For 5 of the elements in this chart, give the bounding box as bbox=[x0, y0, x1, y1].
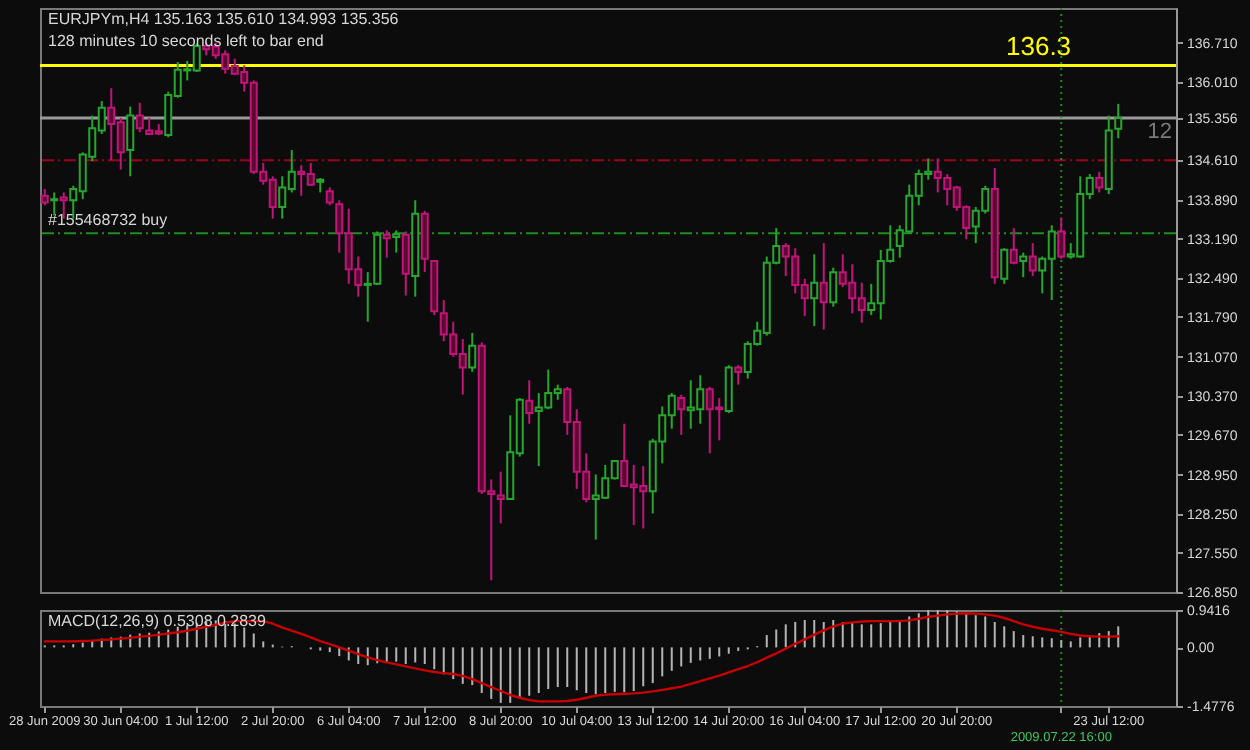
ref-line-label: #155468732 buy bbox=[48, 211, 168, 230]
chart-title: EURJPYm,H4 135.163 135.610 134.993 135.356 bbox=[48, 10, 400, 28]
text: 128 minutes 10 seconds left to bar end bbox=[48, 32, 324, 50]
text: 12 bbox=[1147, 120, 1172, 144]
ref-line-label: 136.3 bbox=[1006, 31, 1072, 62]
